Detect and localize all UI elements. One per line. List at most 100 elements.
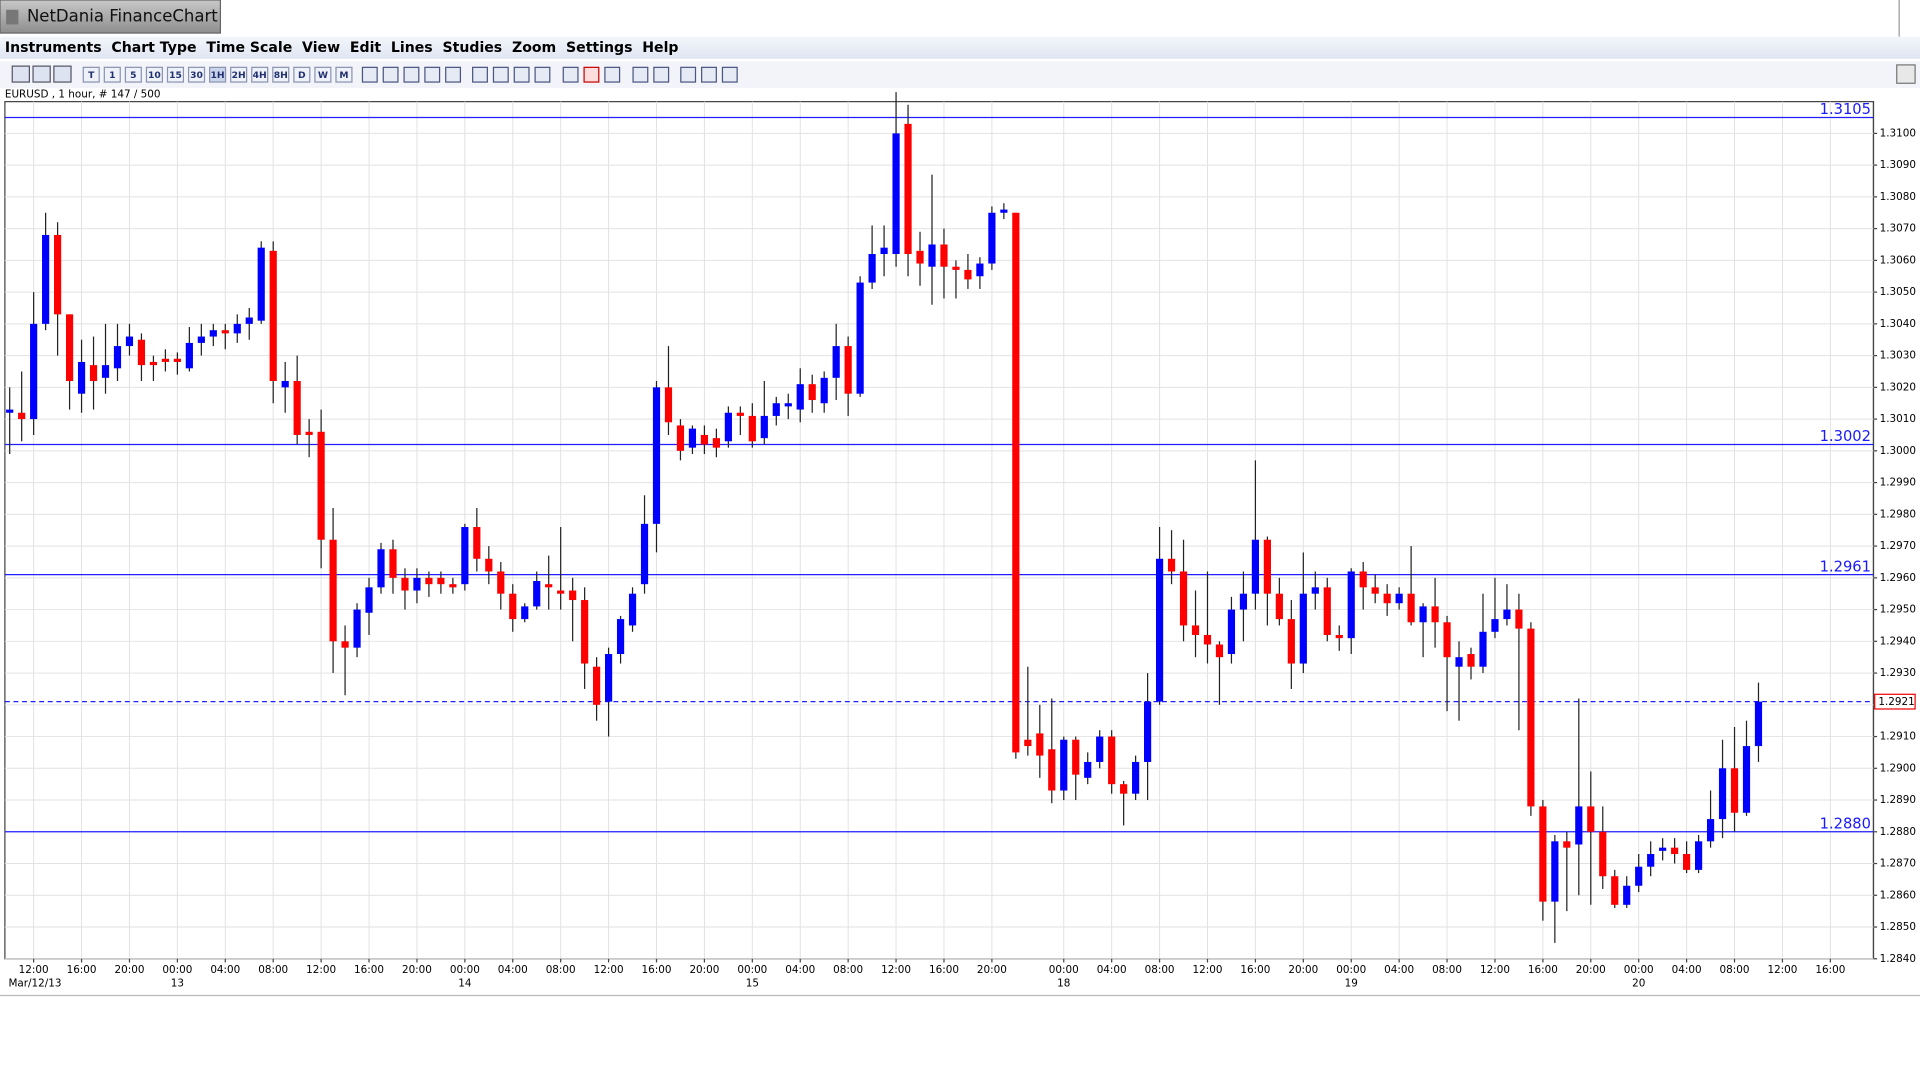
toolbar-button-label[interactable]: M	[339, 70, 348, 81]
candle-body	[1179, 571, 1188, 626]
toolbar-icon[interactable]	[680, 66, 697, 83]
candle-body	[1575, 806, 1583, 845]
menu-item[interactable]: Edit	[350, 40, 382, 56]
menu-item[interactable]: View	[302, 40, 340, 56]
candle-body	[736, 412, 744, 416]
toolbar-icon[interactable]	[562, 66, 579, 83]
toolbar-button-label[interactable]: 5	[130, 70, 136, 81]
toolbar-icon[interactable]	[604, 66, 621, 83]
candle-body	[1754, 701, 1763, 747]
menu-item[interactable]: Settings	[566, 40, 632, 56]
toolbar-button[interactable]	[335, 66, 353, 83]
toolbar-icon[interactable]	[721, 66, 738, 83]
candle-body	[1144, 701, 1152, 762]
candle-body	[1323, 587, 1331, 635]
toolbar-icon[interactable]	[32, 65, 51, 83]
x-tick-label: 12:00	[1767, 964, 1797, 976]
candle-body	[593, 666, 601, 705]
candle-body	[389, 549, 397, 578]
toolbar-button-label[interactable]: 2H	[232, 70, 246, 81]
toolbar-icon[interactable]	[492, 66, 509, 83]
candle-body	[89, 365, 98, 381]
toolbar-icon[interactable]	[424, 66, 441, 83]
toolbar-icon[interactable]	[53, 65, 72, 83]
toolbar-icon[interactable]	[534, 66, 551, 83]
menu-item[interactable]: Lines	[391, 40, 433, 56]
candle-body	[521, 606, 529, 620]
candle-body	[976, 263, 984, 277]
toolbar-button[interactable]	[124, 66, 142, 83]
x-tick-label: 20:00	[1576, 964, 1606, 976]
toolbar-button-label[interactable]: 10	[148, 70, 161, 81]
menu-item[interactable]: Chart Type	[111, 40, 196, 56]
toolbar-icon[interactable]	[632, 66, 649, 83]
x-tick-label: 00:00	[450, 964, 480, 976]
x-tick-label: 04:00	[210, 964, 240, 976]
toolbar-button[interactable]	[230, 66, 248, 83]
toolbar-icon[interactable]	[583, 66, 600, 83]
candle-body	[832, 346, 840, 378]
toolbar-button[interactable]	[209, 66, 227, 83]
toolbar-icon[interactable]	[361, 66, 378, 83]
candle-body	[1587, 806, 1595, 832]
toolbar-button-label[interactable]: W	[318, 70, 328, 81]
toolbar-button-label[interactable]: 1	[109, 70, 115, 81]
toolbar-button-label[interactable]: 8H	[274, 70, 288, 81]
candle-body	[688, 428, 697, 448]
toolbar-button[interactable]	[293, 66, 311, 83]
candle-body	[820, 377, 828, 404]
menu-item[interactable]: Instruments	[5, 40, 102, 56]
toolbar-icon[interactable]	[472, 66, 488, 83]
toolbar-button[interactable]	[1896, 64, 1916, 84]
toolbar-button[interactable]	[272, 66, 290, 83]
menu-item[interactable]: Studies	[442, 40, 502, 56]
x-tick-label: 08:00	[546, 964, 576, 976]
toolbar-button[interactable]	[187, 66, 206, 83]
toolbar-button-label[interactable]: D	[298, 70, 306, 81]
toolbar-icon[interactable]	[653, 66, 670, 83]
toolbar-button-label[interactable]: 1H	[211, 70, 225, 81]
candle-body	[1084, 761, 1092, 778]
toolbar-icon[interactable]	[382, 66, 399, 83]
toolbar-button[interactable]	[103, 66, 121, 83]
candle-body	[880, 247, 888, 255]
toolbar-button[interactable]	[82, 66, 100, 83]
toolbar-button-label[interactable]: 4H	[253, 70, 267, 81]
x-tick-label: 00:00	[737, 964, 767, 976]
menu-item[interactable]: Help	[642, 40, 678, 56]
candle-body	[42, 234, 50, 324]
candle-body	[988, 212, 996, 264]
toolbar-icon[interactable]	[513, 66, 530, 83]
instrument-info: EURUSD , 1 hour, # 147 / 500	[5, 88, 161, 100]
x-tick-label: 20:00	[977, 964, 1007, 976]
x-tick-label: 04:00	[1672, 964, 1702, 976]
toolbar-button[interactable]	[145, 66, 163, 83]
menu-item[interactable]: Time Scale	[206, 40, 292, 56]
toolbar-icon[interactable]	[403, 66, 420, 83]
candle-body	[1515, 609, 1523, 629]
candle-body	[1479, 631, 1487, 667]
candle-body	[149, 361, 158, 366]
candle-body	[1718, 768, 1727, 820]
candle-body	[652, 387, 661, 524]
toolbar-icon[interactable]	[445, 66, 462, 83]
x-tick-label: 00:00	[162, 964, 192, 976]
toolbar-button[interactable]	[166, 66, 185, 83]
toolbar-button-label[interactable]: T	[88, 70, 95, 81]
toolbar-icon[interactable]	[701, 66, 717, 83]
window-title: NetDania FinanceChart	[27, 7, 218, 26]
x-date-label: 19	[1345, 977, 1358, 989]
toolbar-button[interactable]	[314, 66, 332, 83]
candle-body	[1239, 593, 1248, 610]
toolbar-button-label[interactable]: 30	[190, 70, 203, 81]
toolbar-button-label[interactable]: 15	[169, 70, 182, 81]
candle-body	[1467, 654, 1475, 667]
x-tick-label: 04:00	[498, 964, 528, 976]
candle-body	[1108, 736, 1116, 785]
candle-body	[281, 380, 289, 388]
candle-body	[18, 412, 26, 420]
menu-item[interactable]: Zoom	[512, 40, 556, 56]
toolbar-button[interactable]	[251, 66, 269, 83]
toolbar-icon[interactable]	[11, 65, 30, 83]
